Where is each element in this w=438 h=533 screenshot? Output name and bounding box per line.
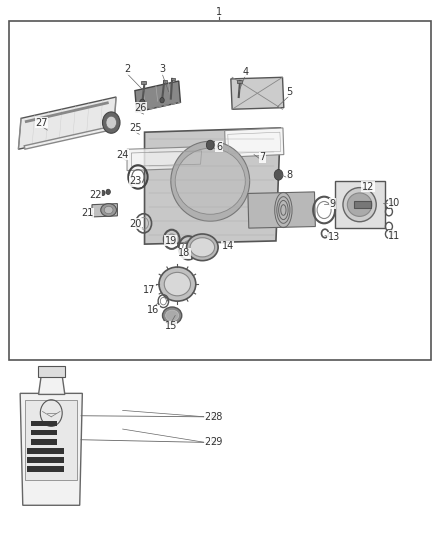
Text: 15: 15: [165, 321, 177, 331]
Text: 4: 4: [242, 67, 248, 77]
Bar: [31, 439, 57, 445]
Ellipse shape: [159, 267, 196, 301]
Ellipse shape: [171, 141, 250, 221]
Text: 8: 8: [286, 170, 292, 180]
Bar: [27, 466, 64, 472]
Bar: [38, 366, 65, 377]
Text: 18: 18: [178, 248, 190, 258]
Text: 19: 19: [165, 236, 177, 246]
Ellipse shape: [164, 272, 191, 296]
Bar: [27, 457, 64, 463]
Bar: [25, 400, 77, 480]
Text: 3: 3: [159, 64, 165, 74]
Circle shape: [140, 99, 145, 106]
Circle shape: [274, 169, 283, 180]
Ellipse shape: [104, 206, 113, 214]
Text: 29: 29: [210, 438, 223, 447]
Polygon shape: [145, 128, 280, 244]
Bar: [31, 430, 57, 435]
Text: 13: 13: [328, 232, 340, 242]
Text: 10: 10: [388, 198, 400, 207]
Polygon shape: [225, 128, 284, 157]
Ellipse shape: [162, 307, 182, 324]
Bar: [141, 81, 146, 84]
Ellipse shape: [343, 188, 376, 222]
Ellipse shape: [190, 238, 215, 257]
Text: 9: 9: [330, 199, 336, 208]
Ellipse shape: [347, 193, 372, 216]
Circle shape: [101, 190, 105, 196]
Polygon shape: [20, 393, 82, 505]
Text: 1: 1: [216, 7, 222, 17]
Ellipse shape: [187, 234, 218, 261]
Text: 29: 29: [204, 438, 216, 447]
Text: 2: 2: [124, 64, 130, 74]
Text: 14: 14: [222, 241, 234, 251]
Circle shape: [160, 98, 164, 103]
Text: 22: 22: [89, 190, 102, 199]
Polygon shape: [335, 181, 385, 228]
Bar: [31, 421, 57, 426]
Polygon shape: [231, 77, 284, 109]
Polygon shape: [127, 147, 205, 171]
Polygon shape: [248, 192, 315, 228]
Text: 6: 6: [216, 142, 222, 151]
Text: 25: 25: [130, 123, 142, 133]
Text: 21: 21: [81, 208, 94, 218]
Text: 23: 23: [130, 176, 142, 186]
Bar: [163, 80, 167, 83]
Circle shape: [102, 112, 120, 133]
Circle shape: [106, 189, 110, 195]
Text: 12: 12: [362, 182, 374, 191]
Text: 27: 27: [35, 118, 48, 127]
Text: 28: 28: [210, 412, 223, 422]
Text: 24: 24: [117, 150, 129, 159]
Polygon shape: [135, 81, 180, 112]
Bar: [354, 201, 371, 208]
Polygon shape: [18, 97, 116, 149]
Text: 11: 11: [388, 231, 400, 240]
Polygon shape: [92, 204, 117, 217]
Text: 5: 5: [286, 87, 292, 96]
Polygon shape: [39, 376, 65, 394]
Circle shape: [106, 116, 117, 129]
Text: 26: 26: [134, 103, 146, 112]
Text: 28: 28: [204, 412, 216, 422]
Bar: [237, 80, 242, 83]
Ellipse shape: [166, 310, 179, 321]
Bar: [9, 21, 431, 360]
Bar: [27, 448, 64, 454]
Ellipse shape: [101, 204, 117, 216]
Text: 20: 20: [130, 219, 142, 229]
Circle shape: [206, 140, 214, 150]
Ellipse shape: [175, 148, 245, 214]
Text: 16: 16: [147, 305, 159, 315]
Text: 17: 17: [143, 286, 155, 295]
Bar: [171, 78, 175, 80]
Text: 7: 7: [260, 152, 266, 162]
